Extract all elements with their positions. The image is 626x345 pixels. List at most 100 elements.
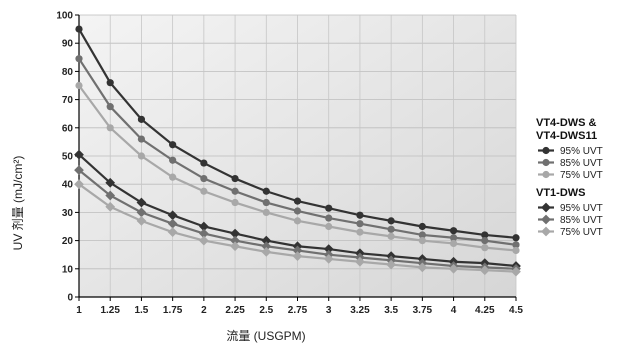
x-tick-label: 2.25 (225, 305, 245, 316)
x-tick-label: 3 (326, 305, 332, 316)
data-point (356, 220, 364, 228)
x-tick-label: 4.5 (509, 305, 523, 316)
x-tick-label: 3.5 (384, 305, 398, 316)
data-point (230, 241, 240, 252)
data-point (417, 262, 428, 273)
data-point (356, 228, 364, 236)
data-point (106, 79, 114, 87)
data-point (325, 222, 333, 231)
x-tick-label: 1 (76, 305, 82, 316)
data-point (261, 235, 272, 246)
data-point (293, 207, 302, 215)
data-point (481, 244, 489, 252)
data-point (355, 256, 365, 267)
data-point (479, 265, 490, 276)
data-point (137, 152, 146, 160)
data-point (231, 187, 239, 195)
y-tick-label: 50 (62, 152, 74, 163)
legend-swatch-marker (541, 214, 551, 225)
data-point (200, 174, 208, 183)
y-tick-label: 60 (62, 123, 74, 134)
data-point (261, 241, 272, 252)
data-point (387, 225, 395, 233)
data-point (481, 237, 489, 245)
series-vt4-85uvt (75, 55, 520, 249)
data-point (136, 197, 147, 208)
legend-group-title: VT4-DWS & (536, 117, 597, 129)
data-point (261, 247, 272, 257)
data-point (449, 227, 458, 235)
series-vt4-95uvt (75, 25, 520, 242)
data-point (106, 103, 114, 111)
data-point (200, 187, 208, 195)
legend-label: 75% UVT (560, 170, 603, 181)
series-vt1-75uvt (74, 179, 521, 277)
data-point (137, 115, 146, 123)
data-point (74, 179, 84, 190)
x-axis-ticks: 1 1.25 1.5 1.75 2 2.25 2.5 2.75 3 3.25 3.5 3.75 4 4.2… (76, 297, 523, 316)
data-point (512, 241, 520, 249)
data-point (198, 235, 209, 246)
data-point (386, 259, 397, 270)
data-point (512, 234, 520, 242)
y-tick-label: 100 (56, 11, 73, 22)
data-point (137, 135, 146, 143)
data-point (167, 210, 178, 221)
legend-swatch-marker (541, 202, 551, 213)
y-tick-label: 0 (67, 293, 73, 304)
data-point (387, 217, 395, 225)
legend-swatch-marker (542, 146, 550, 155)
x-tick-label: 1.75 (163, 305, 183, 316)
legend-label: 75% UVT (560, 227, 603, 238)
data-point (293, 197, 302, 205)
data-point (198, 228, 209, 239)
legend-label: 85% UVT (560, 158, 603, 169)
y-tick-label: 30 (62, 208, 74, 219)
legend-label: 95% UVT (560, 146, 603, 157)
legend-group-title: VT1-DWS (536, 187, 586, 199)
data-point (293, 217, 302, 225)
data-point (418, 222, 426, 231)
data-point (512, 246, 520, 255)
data-point (167, 227, 178, 237)
y-axis-label: UV 剂量 (mJ/cm²) (10, 156, 25, 251)
y-tick-label: 40 (62, 180, 74, 191)
data-point (387, 232, 395, 240)
data-point (325, 204, 333, 212)
data-point (511, 266, 521, 277)
y-axis-ticks: 0 10 20 30 40 50 60 70 80 90 100 (56, 11, 79, 304)
data-point (169, 173, 177, 181)
data-point (292, 251, 303, 261)
series-vt4-75uvt (75, 81, 520, 255)
data-point (230, 228, 240, 239)
y-tick-label: 70 (62, 95, 74, 106)
data-point (230, 235, 240, 246)
data-point (75, 55, 83, 63)
data-point (292, 245, 303, 256)
data-point (105, 177, 116, 188)
data-point (262, 198, 270, 207)
data-point (136, 216, 147, 226)
y-tick-label: 80 (62, 67, 74, 78)
legend-group-title: VT4-DWS11 (536, 130, 597, 142)
x-tick-label: 4 (451, 305, 457, 316)
data-point (449, 234, 458, 242)
x-tick-label: 1.5 (134, 305, 148, 316)
legend-label: 85% UVT (560, 215, 603, 226)
x-tick-label: 4.25 (475, 305, 495, 316)
data-point (198, 221, 209, 232)
data-point (448, 263, 459, 274)
data-point (105, 201, 116, 212)
legend-swatch-marker (541, 226, 551, 237)
data-point (356, 211, 364, 219)
series-lines (74, 25, 521, 277)
data-point (262, 208, 270, 216)
data-point (323, 244, 334, 254)
x-tick-label: 3.25 (350, 305, 370, 316)
data-point (106, 124, 114, 132)
data-point (200, 159, 208, 167)
y-tick-label: 10 (62, 264, 74, 275)
x-tick-label: 2.75 (288, 305, 308, 316)
data-point (481, 231, 489, 239)
